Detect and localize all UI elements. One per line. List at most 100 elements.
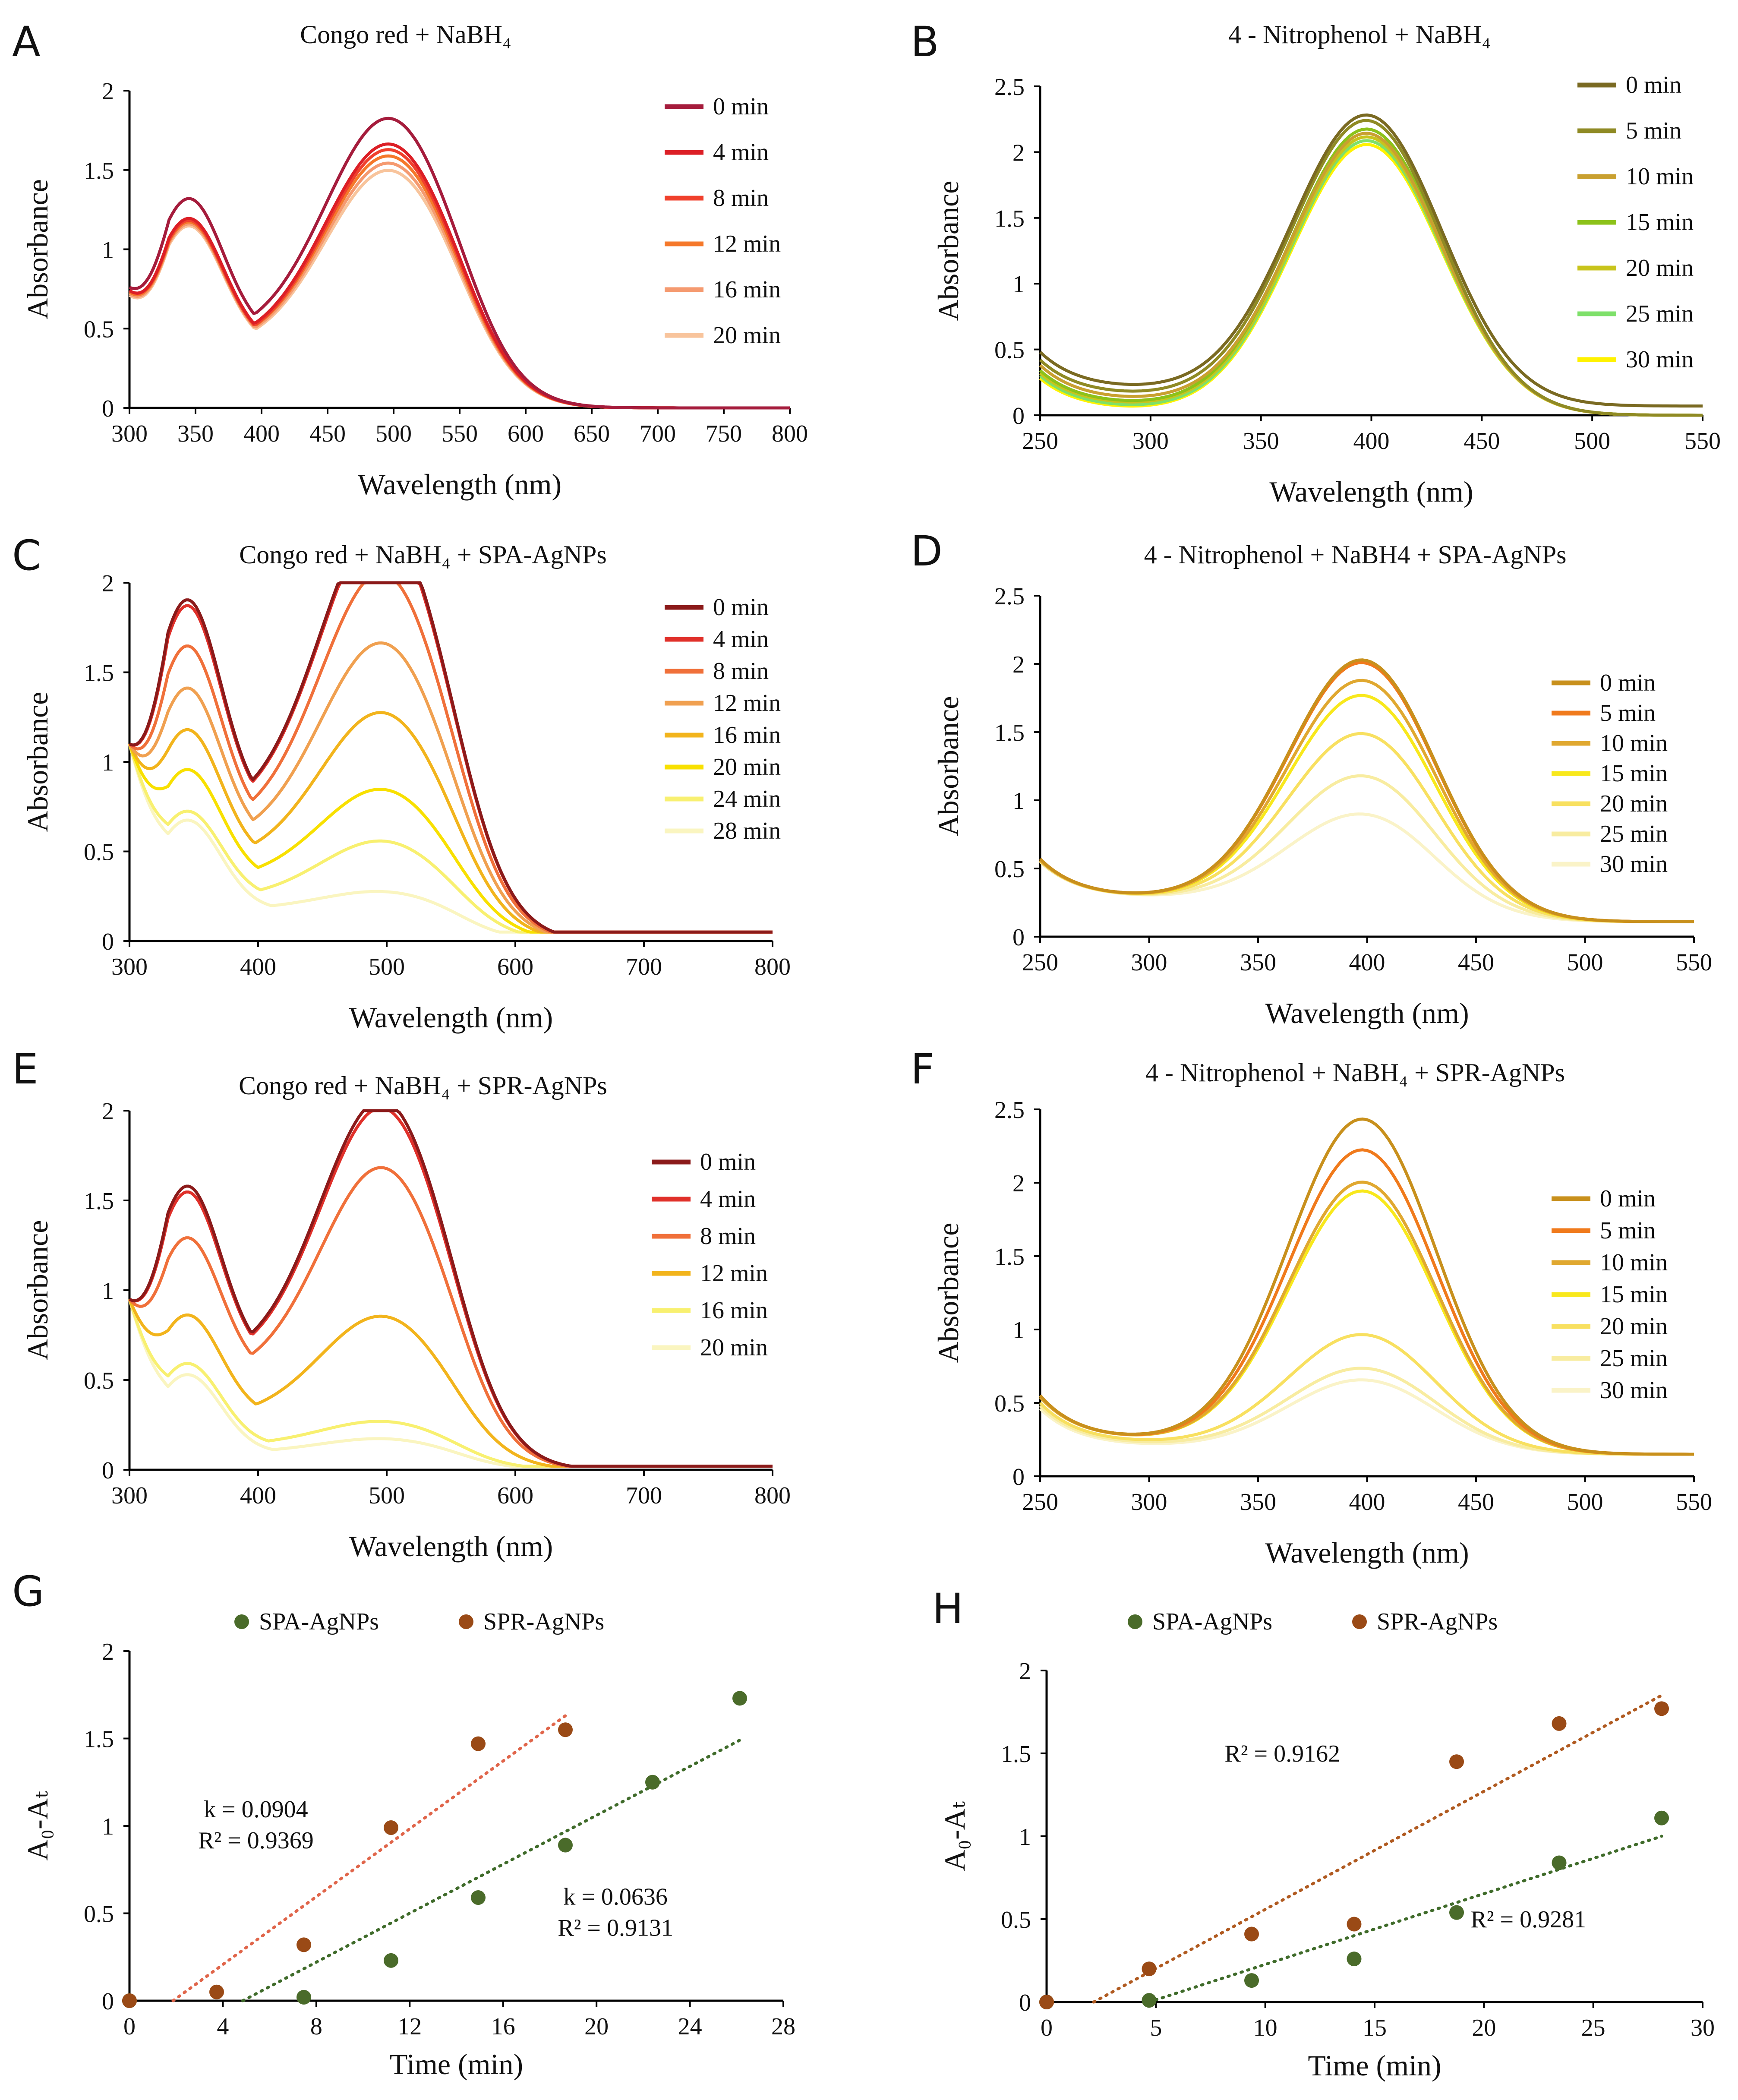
x-tick-label: 550 <box>442 420 478 447</box>
y-tick-label: 2 <box>102 570 114 597</box>
data-point <box>1347 1952 1362 1967</box>
series-line <box>129 1109 773 1468</box>
x-axis-label: Wavelength (nm) <box>1265 997 1469 1029</box>
x-tick-label: 250 <box>1022 949 1058 976</box>
data-point <box>1244 1926 1259 1942</box>
y-tick-label: 0.5 <box>84 839 114 866</box>
data-point <box>122 1993 137 2008</box>
legend-label: 8 min <box>700 1223 756 1250</box>
legend-label: 16 min <box>700 1297 768 1324</box>
data-point <box>1654 1810 1669 1825</box>
data-point <box>1654 1701 1669 1716</box>
y-tick-label: 0.5 <box>994 1390 1025 1417</box>
y-tick-label: 1 <box>1019 1824 1031 1851</box>
series-line <box>1039 658 1694 923</box>
annotation-text: R² = 0.9369 <box>198 1827 314 1854</box>
x-tick-label: 550 <box>1676 1489 1712 1516</box>
series-line <box>1039 119 1703 417</box>
x-tick-label: 500 <box>369 1482 405 1509</box>
y-tick-label: 2 <box>1013 1170 1025 1197</box>
y-tick-label: 1.5 <box>994 1244 1025 1270</box>
chart-panel-b: 250 300 350 400 450 500 550 0 0.5 1 1.5 2 2.5 Wavelen… <box>911 18 1721 508</box>
legend-label: 0 min <box>713 93 769 120</box>
legend-label: 12 min <box>713 231 781 257</box>
y-tick-label: 0 <box>1013 924 1025 951</box>
legend-label: 20 min <box>713 322 781 349</box>
legend-label: SPR-AgNPs <box>1377 1608 1498 1635</box>
x-tick-label: 400 <box>1353 428 1390 455</box>
chart-panel-f: 250 300 350 400 450 500 550 0 0.5 1 1.5 2 2.5 Wavelen… <box>911 1045 1712 1569</box>
panel-label: B <box>911 18 939 66</box>
x-tick-label: 28 <box>771 2013 795 2040</box>
data-point <box>1347 1917 1362 1932</box>
y-axis-label: A₀-Aₜ <box>938 1801 971 1871</box>
legend-label: 20 min <box>1626 255 1694 281</box>
trend-line <box>1092 1694 1663 2004</box>
series-line <box>1039 679 1694 923</box>
data-point <box>1142 1993 1157 2008</box>
x-tick-label: 250 <box>1022 1489 1058 1516</box>
x-tick-label: 400 <box>243 420 280 447</box>
data-point <box>1142 1961 1157 1977</box>
x-axis-label: Wavelength (nm) <box>1269 475 1473 508</box>
legend-label: 20 min <box>1600 790 1668 817</box>
annotation-text: R² = 0.9281 <box>1470 1906 1586 1933</box>
x-tick-label: 20 <box>1472 2015 1496 2041</box>
x-tick-label: 24 <box>678 2013 702 2040</box>
trend-line <box>241 1739 741 2002</box>
y-tick-label: 2 <box>102 1639 114 1665</box>
series-line <box>1039 1378 1694 1456</box>
legend-label: 0 min <box>1600 669 1656 696</box>
x-tick-label: 300 <box>1132 428 1169 455</box>
x-tick-label: 500 <box>1567 949 1603 976</box>
series-line <box>129 581 773 934</box>
legend-label: 15 min <box>1600 1281 1668 1308</box>
data-point <box>558 1722 573 1737</box>
y-tick-label: 0 <box>1013 403 1025 429</box>
y-tick-label: 2 <box>102 1098 114 1125</box>
y-tick-label: 0.5 <box>84 1367 114 1394</box>
trend-line <box>1148 1835 1663 2004</box>
series-line <box>1039 113 1703 408</box>
legend-label: 30 min <box>1600 851 1668 878</box>
y-tick-label: 1 <box>102 1278 114 1304</box>
x-tick-label: 16 <box>491 2013 515 2040</box>
legend-label: 4 min <box>713 139 769 166</box>
x-tick-label: 400 <box>1349 1489 1385 1516</box>
panel-label: G <box>12 1567 44 1616</box>
legend-label: 0 min <box>700 1149 756 1175</box>
series-line <box>128 1166 773 1468</box>
y-tick-label: 2 <box>102 78 114 105</box>
y-tick-label: 0.5 <box>84 1901 114 1928</box>
chart-panel-h: 0 5 10 15 20 25 30 0 0.5 1 1.5 2 Time (min) A₀-Aₜ H R² … <box>932 1585 1715 2082</box>
panel-label: E <box>12 1045 38 1093</box>
y-tick-label: 1.5 <box>994 720 1025 746</box>
y-tick-label: 0.5 <box>84 316 114 343</box>
y-axis-label: Absorbance <box>21 179 54 319</box>
y-axis-label: Absorbance <box>932 181 965 321</box>
legend-label: 0 min <box>1600 1185 1656 1212</box>
legend-label: 10 min <box>1600 730 1668 757</box>
x-tick-label: 700 <box>626 954 662 980</box>
y-tick-label: 0.5 <box>994 856 1025 883</box>
x-tick-label: 350 <box>1243 428 1279 455</box>
x-axis-label: Wavelength (nm) <box>358 468 561 501</box>
x-tick-label: 25 <box>1581 2015 1606 2041</box>
y-tick-label: 0 <box>1013 1464 1025 1491</box>
x-tick-label: 400 <box>240 954 276 980</box>
y-tick-label: 1 <box>102 237 114 264</box>
series-line <box>1039 1117 1694 1456</box>
panel-label: F <box>911 1045 934 1093</box>
data-point <box>471 1736 486 1751</box>
y-axis-label: A₀-Aₜ <box>21 1791 54 1861</box>
x-axis-label: Wavelength (nm) <box>1265 1536 1469 1569</box>
annotation-text: R² = 0.9131 <box>558 1914 673 1941</box>
data-point <box>471 1890 486 1905</box>
y-tick-label: 1.5 <box>84 1188 114 1215</box>
series-line <box>1039 127 1703 417</box>
series-line <box>1039 661 1694 923</box>
x-tick-label: 250 <box>1022 428 1058 455</box>
legend-label: 24 min <box>713 786 781 812</box>
legend-label: SPA-AgNPs <box>1152 1608 1272 1635</box>
